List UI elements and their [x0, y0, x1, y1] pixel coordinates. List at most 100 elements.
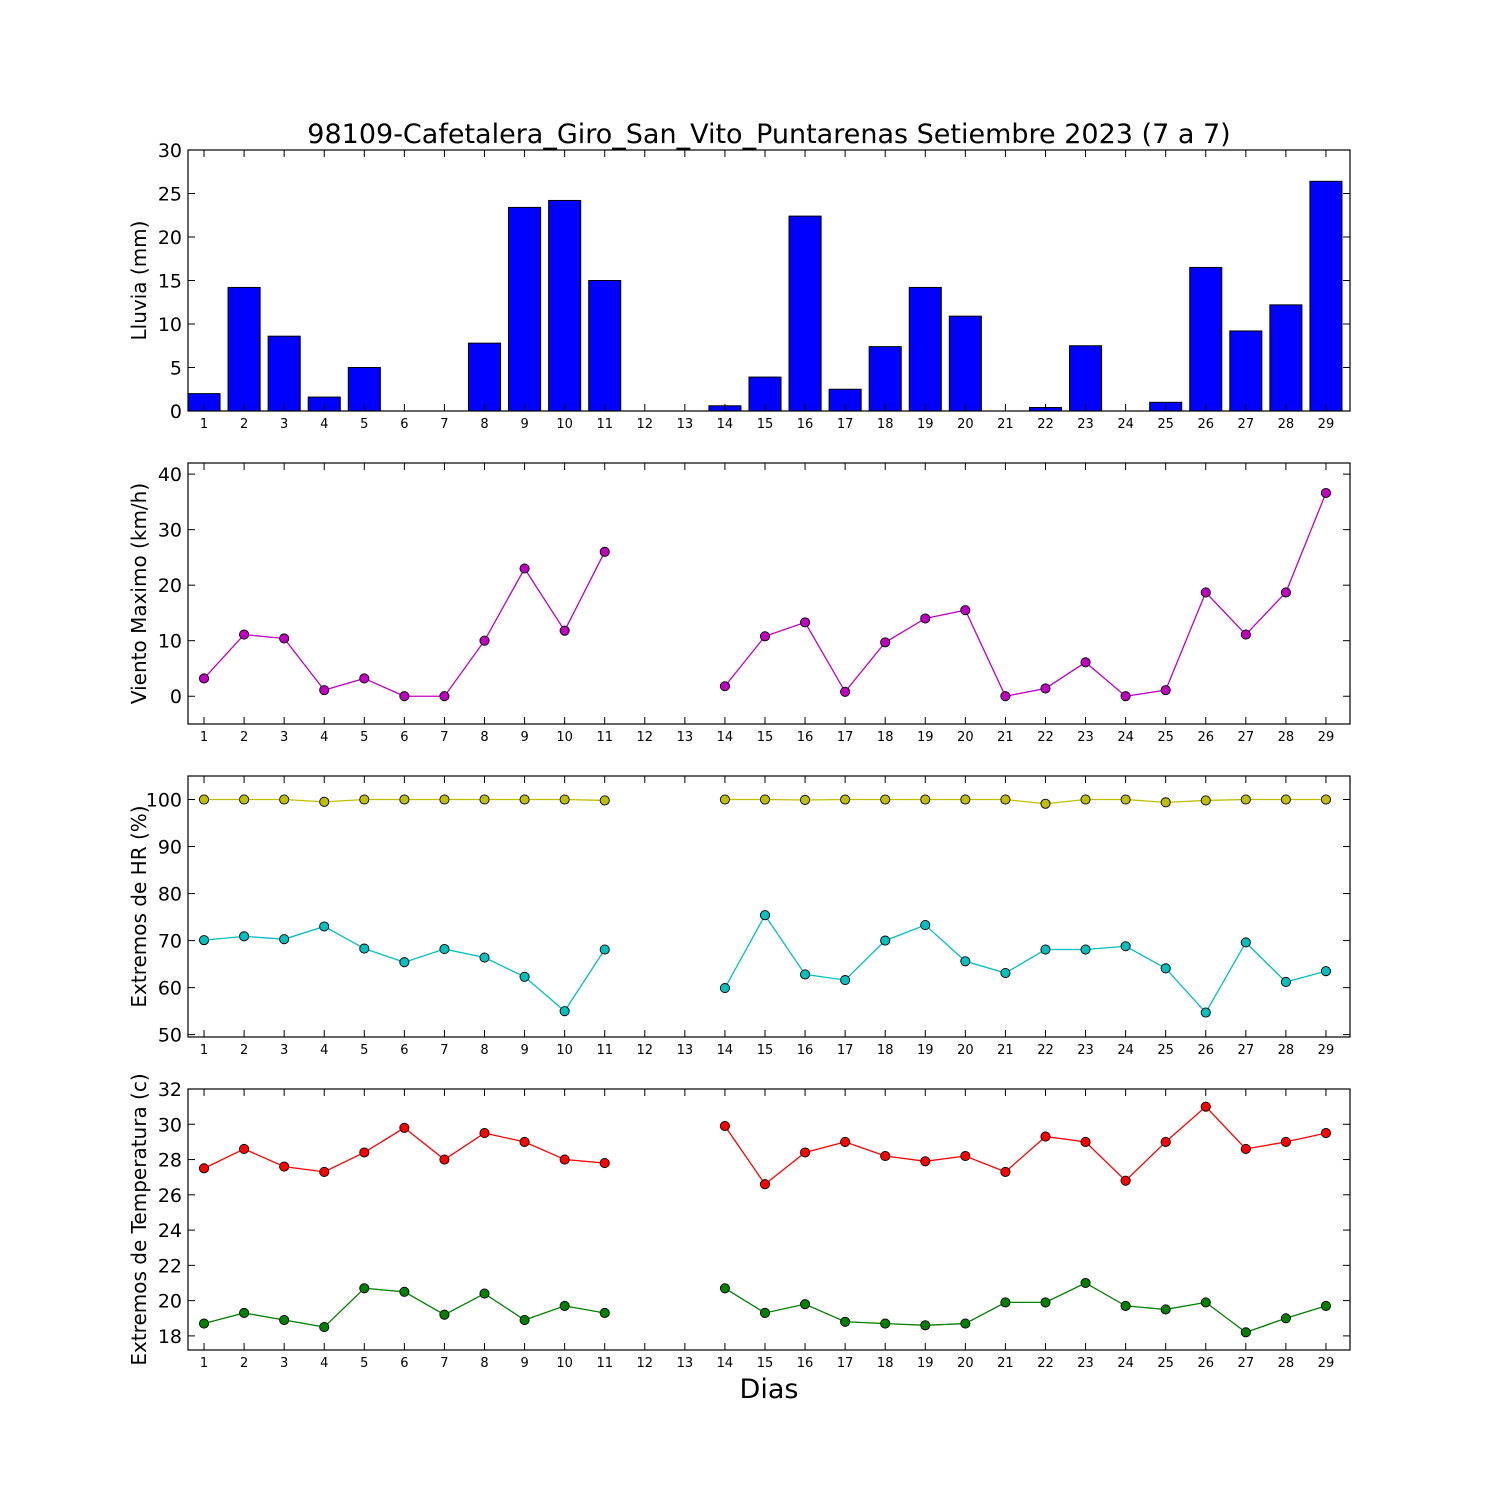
x-tick-label: 6: [400, 730, 408, 745]
series-1-point-day-29: [1320, 487, 1332, 499]
y-tick-label: 0: [170, 401, 182, 423]
y-axis-label: Extremos de Temperatura (c): [127, 1073, 151, 1365]
x-tick-label: 15: [757, 417, 774, 432]
x-tick-label: 12: [637, 730, 654, 745]
x-tick-label: 25: [1157, 1356, 1174, 1371]
series-2-point-day-25: [1160, 1304, 1171, 1315]
x-tick-label: 20: [957, 1043, 974, 1058]
bar-day-18: [868, 346, 902, 412]
series-1-point-day-22: [1040, 1131, 1051, 1142]
x-tick-label: 1: [200, 1043, 208, 1058]
series-2-point-day-2: [239, 931, 250, 942]
series-1-point-day-26: [1200, 1101, 1211, 1112]
x-tick-label: 14: [717, 1356, 734, 1371]
bar-day-28: [1269, 304, 1303, 412]
series-1-point-day-27: [1240, 1143, 1251, 1155]
x-tick-label: 10: [556, 730, 573, 745]
bar-day-11: [588, 280, 622, 412]
series-2-point-day-5: [359, 1283, 370, 1294]
y-axis-label: Viento Maximo (km/h): [127, 483, 151, 704]
series-1-point-day-16: [800, 617, 811, 628]
y-tick-label: 24: [158, 1220, 182, 1242]
series-2-point-day-16: [800, 1299, 811, 1310]
x-tick-label: 16: [797, 417, 814, 432]
bar-day-23: [1069, 345, 1103, 412]
series-2-point-day-21: [1000, 1297, 1011, 1308]
y-tick-label: 20: [158, 227, 182, 249]
bar-day-27: [1229, 330, 1263, 412]
x-tick-label: 17: [837, 417, 854, 432]
x-tick-label: 2: [240, 1356, 248, 1371]
x-tick-label: 8: [480, 417, 488, 432]
y-tick-label: 20: [158, 1291, 182, 1313]
x-tick-label: 4: [320, 1043, 328, 1058]
x-tick-label: 18: [877, 1356, 894, 1371]
x-tick-label: 22: [1037, 1356, 1054, 1371]
series-1-point-day-29: [1320, 794, 1332, 805]
x-tick-label: 8: [480, 1356, 488, 1371]
series-1-point-day-19: [920, 1156, 931, 1167]
series-2-point-day-3: [279, 934, 290, 945]
series-2-point-day-29: [1320, 966, 1332, 977]
series-2-point-day-24: [1120, 941, 1131, 952]
series-1-point-day-27: [1240, 629, 1251, 640]
series-2-point-day-15: [759, 910, 771, 921]
y-tick-label: 5: [170, 358, 182, 380]
series-1-point-day-6: [399, 691, 410, 702]
series-1-point-day-1: [198, 794, 210, 805]
x-tick-label: 11: [596, 1043, 613, 1058]
bar-day-10: [548, 199, 582, 412]
x-tick-label: 9: [520, 417, 528, 432]
series-2-point-day-7: [439, 1309, 450, 1320]
x-tick-label: 15: [757, 730, 774, 745]
x-tick-label: 13: [677, 1356, 694, 1371]
series-2-point-day-28: [1280, 976, 1291, 988]
series-1-point-day-25: [1160, 1136, 1171, 1147]
series-1-point-day-29: [1320, 1128, 1332, 1139]
series-2-point-day-19: [920, 920, 931, 931]
x-tick-label: 28: [1278, 417, 1295, 432]
x-tick-label: 7: [440, 1043, 448, 1058]
series-2-point-day-1: [198, 1318, 210, 1329]
series-1-point-day-23: [1080, 1136, 1091, 1147]
x-tick-label: 6: [400, 417, 408, 432]
x-tick-label: 20: [957, 730, 974, 745]
plot-frame: [187, 775, 1351, 1038]
series-2-point-day-4: [319, 921, 330, 932]
x-tick-label: 28: [1278, 1043, 1295, 1058]
x-tick-label: 10: [556, 1356, 573, 1371]
x-tick-label: 28: [1278, 1356, 1295, 1371]
series-1-point-day-23: [1080, 657, 1091, 668]
series-1-line-segment-2: [724, 798, 1326, 805]
series-1-point-day-5: [359, 794, 370, 805]
x-tick-label: 9: [520, 730, 528, 745]
series-2-point-day-21: [1000, 967, 1011, 979]
x-tick-label: 10: [556, 417, 573, 432]
x-tick-label: 26: [1197, 417, 1214, 432]
x-tick-label: 29: [1318, 417, 1335, 432]
series-1-point-day-11: [599, 795, 610, 806]
series-2-point-day-11: [599, 1307, 610, 1319]
series-1-point-day-22: [1040, 683, 1051, 694]
x-tick-label: 9: [520, 1043, 528, 1058]
x-tick-label: 24: [1117, 1356, 1134, 1371]
x-tick-label: 6: [400, 1043, 408, 1058]
series-1-point-day-26: [1200, 587, 1211, 598]
series-1-point-day-22: [1040, 798, 1051, 809]
series-1-point-day-14: [719, 1120, 730, 1132]
series-2-point-day-9: [519, 1314, 530, 1326]
series-1-point-day-25: [1160, 685, 1171, 696]
x-tick-label: 28: [1278, 730, 1295, 745]
y-tick-label: 80: [158, 884, 182, 906]
series-1-point-day-21: [1000, 691, 1011, 702]
series-1-point-day-5: [359, 1147, 370, 1158]
series-2-point-day-9: [519, 971, 530, 982]
x-tick-label: 6: [400, 1356, 408, 1371]
x-tick-label: 17: [837, 1356, 854, 1371]
series-2-point-day-8: [479, 1288, 490, 1299]
series-2-point-day-24: [1120, 1300, 1131, 1311]
x-tick-label: 19: [917, 730, 934, 745]
series-1-point-day-15: [759, 631, 771, 642]
